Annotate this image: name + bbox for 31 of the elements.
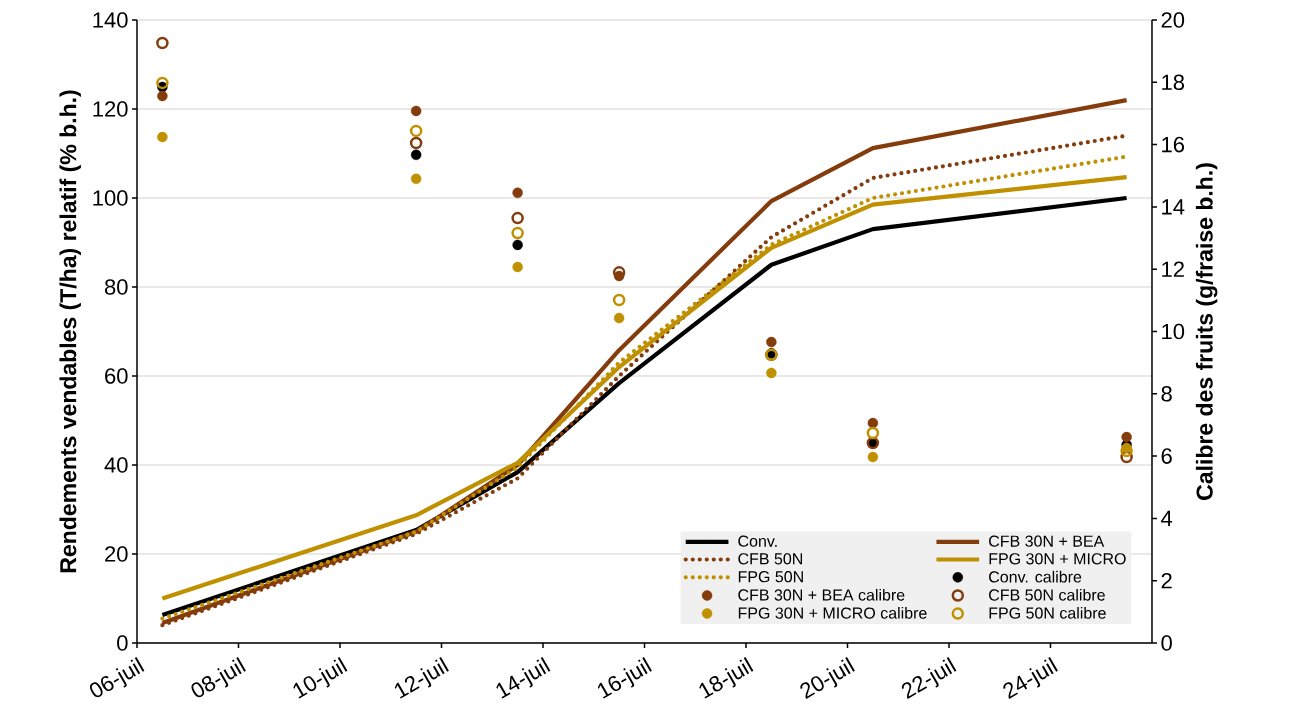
y2-tick-label: 12 — [1162, 261, 1184, 277]
y-tick-label: 80 — [104, 279, 128, 295]
legend-label: FPG 50N calibre — [989, 607, 1106, 619]
legend-label: Conv. — [738, 535, 777, 547]
y2-tick-label: 8 — [1161, 385, 1172, 402]
y-tick-label: 100 — [93, 190, 128, 206]
legend-label: FPG 30N + MICRO calibre — [738, 607, 927, 619]
legend-label: FPG 50N — [738, 571, 803, 583]
y-tick-label: 40 — [104, 457, 128, 473]
y-axis-title: Rendements vendables (T/ha) relatif (% b.h.) — [59, 90, 81, 573]
legend-label: FPG 30N + MICRO — [989, 553, 1126, 565]
legend-label: CFB 50N calibre — [989, 588, 1105, 601]
y-tick-label: 120 — [93, 101, 128, 117]
y2-tick-label: 4 — [1161, 510, 1173, 526]
legend-label: CFB 30N + BEA calibre — [738, 588, 905, 601]
legend-label: CFB 30N + BEA — [989, 535, 1105, 547]
y2-tick-label: 14 — [1162, 199, 1185, 215]
y-tick-label: 0 — [117, 635, 128, 651]
y2-axis-title: Calibre des fruits (g/fraise b.h.) — [1195, 163, 1218, 500]
legend-label: CFB 50N — [738, 553, 802, 565]
y2-tick-label: 6 — [1161, 448, 1172, 464]
y-tick-label: 140 — [93, 12, 128, 28]
legend-label: Conv. calibre — [989, 570, 1082, 583]
y2-tick-label: 18 — [1162, 74, 1185, 91]
y-tick-label: 20 — [105, 546, 128, 562]
y-tick-label: 60 — [105, 368, 128, 384]
y2-tick-label: 16 — [1162, 136, 1185, 153]
y2-tick-label: 2 — [1161, 573, 1172, 589]
y2-tick-label: 20 — [1161, 12, 1185, 28]
y2-tick-label: 10 — [1162, 323, 1185, 340]
y2-tick-label: 0 — [1161, 635, 1172, 651]
